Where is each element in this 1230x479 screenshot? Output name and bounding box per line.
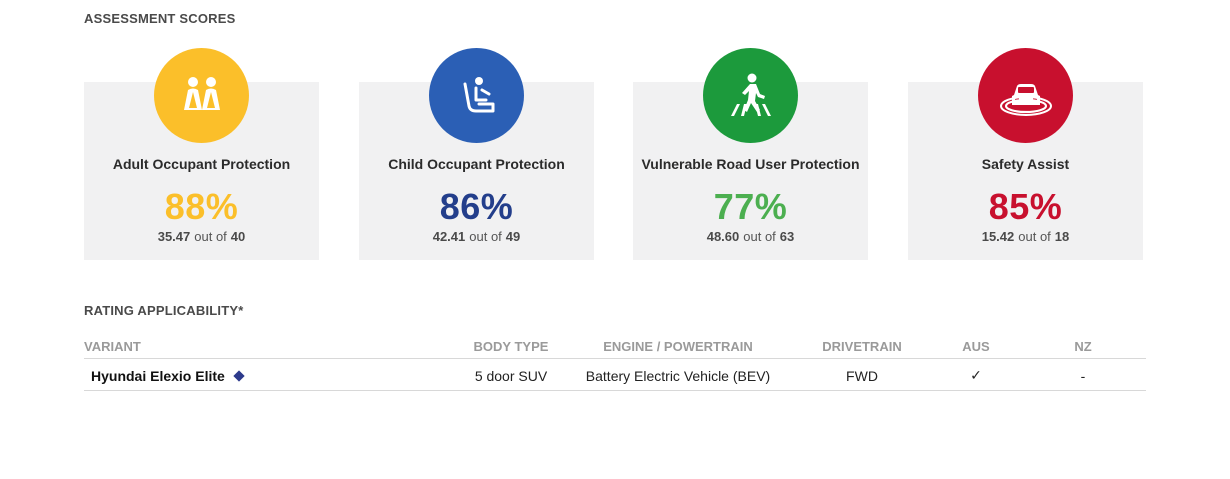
table-header-row: VARIANT BODY TYPE ENGINE / POWERTRAIN DR…: [84, 337, 1146, 359]
variant-name: Hyundai Elexio Elite: [91, 367, 225, 384]
child-occupant-card: Child Occupant Protection 86% 42.41 out o…: [359, 48, 594, 260]
drivetrain-cell: FWD: [792, 358, 932, 391]
points-score: 42.41 out of 49: [432, 229, 521, 244]
column-header-engine: ENGINE / POWERTRAIN: [564, 337, 792, 359]
card-label: Vulnerable Road User Protection: [641, 156, 860, 172]
body-type-cell: 5 door SUV: [458, 358, 564, 391]
safety-assist-card: Safety Assist 85% 15.42 out of 18: [908, 48, 1143, 260]
column-header-body-type: BODY TYPE: [458, 337, 564, 359]
assessment-scores-heading: ASSESSMENT SCORES: [84, 11, 236, 26]
card-label: Child Occupant Protection: [388, 156, 565, 172]
pedestrian-icon: [703, 48, 798, 143]
points-score: 15.42 out of 18: [981, 229, 1070, 244]
rating-applicability-heading: RATING APPLICABILITY*: [84, 303, 244, 318]
aus-check-icon: ✓: [932, 358, 1020, 391]
points-score: 35.47 out of 40: [157, 229, 246, 244]
column-header-aus: AUS: [932, 337, 1020, 359]
percent-score: 86%: [439, 186, 514, 227]
card-label: Safety Assist: [981, 156, 1070, 172]
percent-score: 85%: [988, 186, 1063, 227]
column-header-variant: VARIANT: [84, 337, 458, 359]
vulnerable-road-user-card: Vulnerable Road User Protection 77% 48.6…: [633, 48, 868, 260]
engine-cell: Battery Electric Vehicle (BEV): [564, 358, 792, 391]
adult-occupant-icon: [154, 48, 249, 143]
variant-cell: Hyundai Elexio Elite: [84, 358, 458, 391]
child-seat-icon: [429, 48, 524, 143]
column-header-drivetrain: DRIVETRAIN: [792, 337, 932, 359]
points-score: 48.60 out of 63: [706, 229, 795, 244]
rating-applicability-table: VARIANT BODY TYPE ENGINE / POWERTRAIN DR…: [84, 337, 1146, 391]
column-header-nz: NZ: [1020, 337, 1146, 359]
adult-occupant-card: Adult Occupant Protection 88% 35.47 out o…: [84, 48, 319, 260]
percent-score: 77%: [713, 186, 788, 227]
percent-score: 88%: [164, 186, 239, 227]
card-label: Adult Occupant Protection: [112, 156, 291, 172]
table-row: Hyundai Elexio Elite 5 door SUV Battery …: [84, 358, 1146, 391]
nz-cell: -: [1020, 358, 1146, 391]
diamond-icon: [233, 369, 245, 382]
car-sensor-icon: [978, 48, 1073, 143]
